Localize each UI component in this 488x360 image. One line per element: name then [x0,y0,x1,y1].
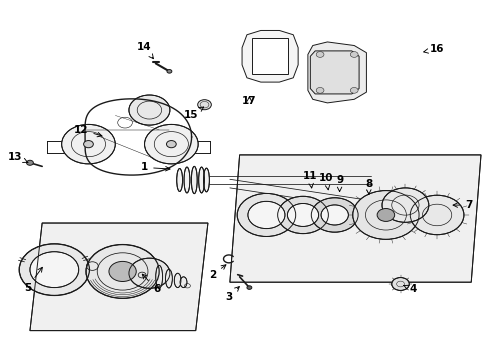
Circle shape [316,87,324,93]
Circle shape [247,201,285,229]
Text: 12: 12 [74,125,102,137]
Ellipse shape [198,167,204,193]
Circle shape [376,208,394,221]
Ellipse shape [203,168,209,192]
Ellipse shape [165,269,172,288]
Circle shape [26,160,33,165]
Text: 1: 1 [141,162,170,172]
Circle shape [144,125,198,164]
Text: 10: 10 [319,173,333,190]
Circle shape [321,205,347,225]
Text: 15: 15 [183,107,203,121]
Text: 6: 6 [142,274,160,294]
Ellipse shape [176,168,182,192]
Text: 5: 5 [24,267,42,293]
Ellipse shape [183,167,189,193]
Circle shape [83,140,93,148]
Text: 11: 11 [303,171,317,188]
Circle shape [349,51,357,57]
Polygon shape [242,31,298,82]
Circle shape [381,188,428,222]
Polygon shape [229,155,480,282]
Ellipse shape [191,166,197,194]
Circle shape [197,100,211,110]
Circle shape [166,69,171,73]
Circle shape [352,190,418,239]
Circle shape [129,95,169,125]
Ellipse shape [174,273,181,288]
Polygon shape [310,51,358,94]
Text: 3: 3 [225,287,239,302]
Circle shape [61,125,115,164]
Text: 7: 7 [452,200,471,210]
Text: 2: 2 [209,265,225,280]
Text: 13: 13 [8,152,28,162]
Circle shape [86,244,159,298]
Text: 14: 14 [137,42,153,59]
Text: 16: 16 [423,44,444,54]
Circle shape [287,203,318,226]
Polygon shape [307,42,366,103]
Circle shape [129,258,169,288]
Circle shape [316,51,324,57]
Ellipse shape [156,265,162,288]
Polygon shape [30,223,207,330]
Circle shape [19,244,89,296]
Text: 17: 17 [242,96,256,106]
Circle shape [237,193,295,237]
Circle shape [391,278,408,291]
Circle shape [166,140,176,148]
Circle shape [349,87,357,93]
Circle shape [409,195,463,235]
Circle shape [246,286,251,289]
Text: 8: 8 [365,179,372,194]
Text: 4: 4 [403,284,416,294]
Circle shape [311,198,357,232]
Text: 9: 9 [335,175,343,192]
Circle shape [277,196,328,234]
Circle shape [109,261,136,282]
Polygon shape [251,39,288,74]
Circle shape [30,252,79,288]
Ellipse shape [180,277,186,288]
